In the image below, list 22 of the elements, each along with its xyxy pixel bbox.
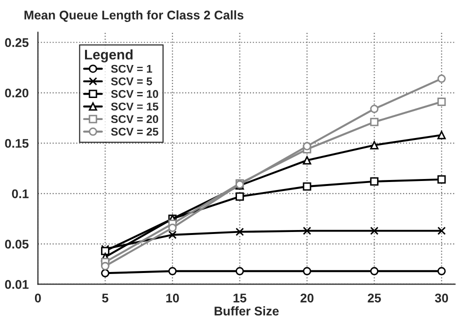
legend-label: SCV = 20	[111, 115, 158, 124]
y-tick-label: 0.20	[5, 88, 28, 98]
y-tick-label: 0.05	[5, 240, 29, 249]
x-tick-label: 30	[434, 294, 448, 302]
legend-label: SCV = 15	[111, 102, 158, 110]
x-tick-label: 5	[102, 294, 108, 302]
x-tick-label: 0	[34, 294, 41, 302]
chart-title: Mean Queue Length for Class 2 Calls	[24, 10, 244, 22]
y-tick-label: 0.15	[5, 138, 29, 148]
x-axis-title: Buffer Size	[214, 306, 279, 316]
y-tick-label: 0.01	[5, 280, 29, 289]
x-tick-label: 25	[368, 294, 381, 302]
x-tick-label: 15	[234, 294, 246, 302]
legend-label: SCV = 1	[111, 64, 152, 73]
legend-label: SCV = 10	[111, 90, 158, 98]
y-tick-label: 0.25	[5, 38, 29, 48]
legend-title: Legend	[85, 49, 133, 62]
y-tick-label: 0.1	[12, 189, 29, 198]
legend-label: SCV = 5	[111, 77, 152, 86]
x-tick-label: 10	[166, 294, 179, 302]
x-tick-label: 20	[300, 294, 314, 302]
legend-label: SCV = 25	[111, 128, 158, 136]
